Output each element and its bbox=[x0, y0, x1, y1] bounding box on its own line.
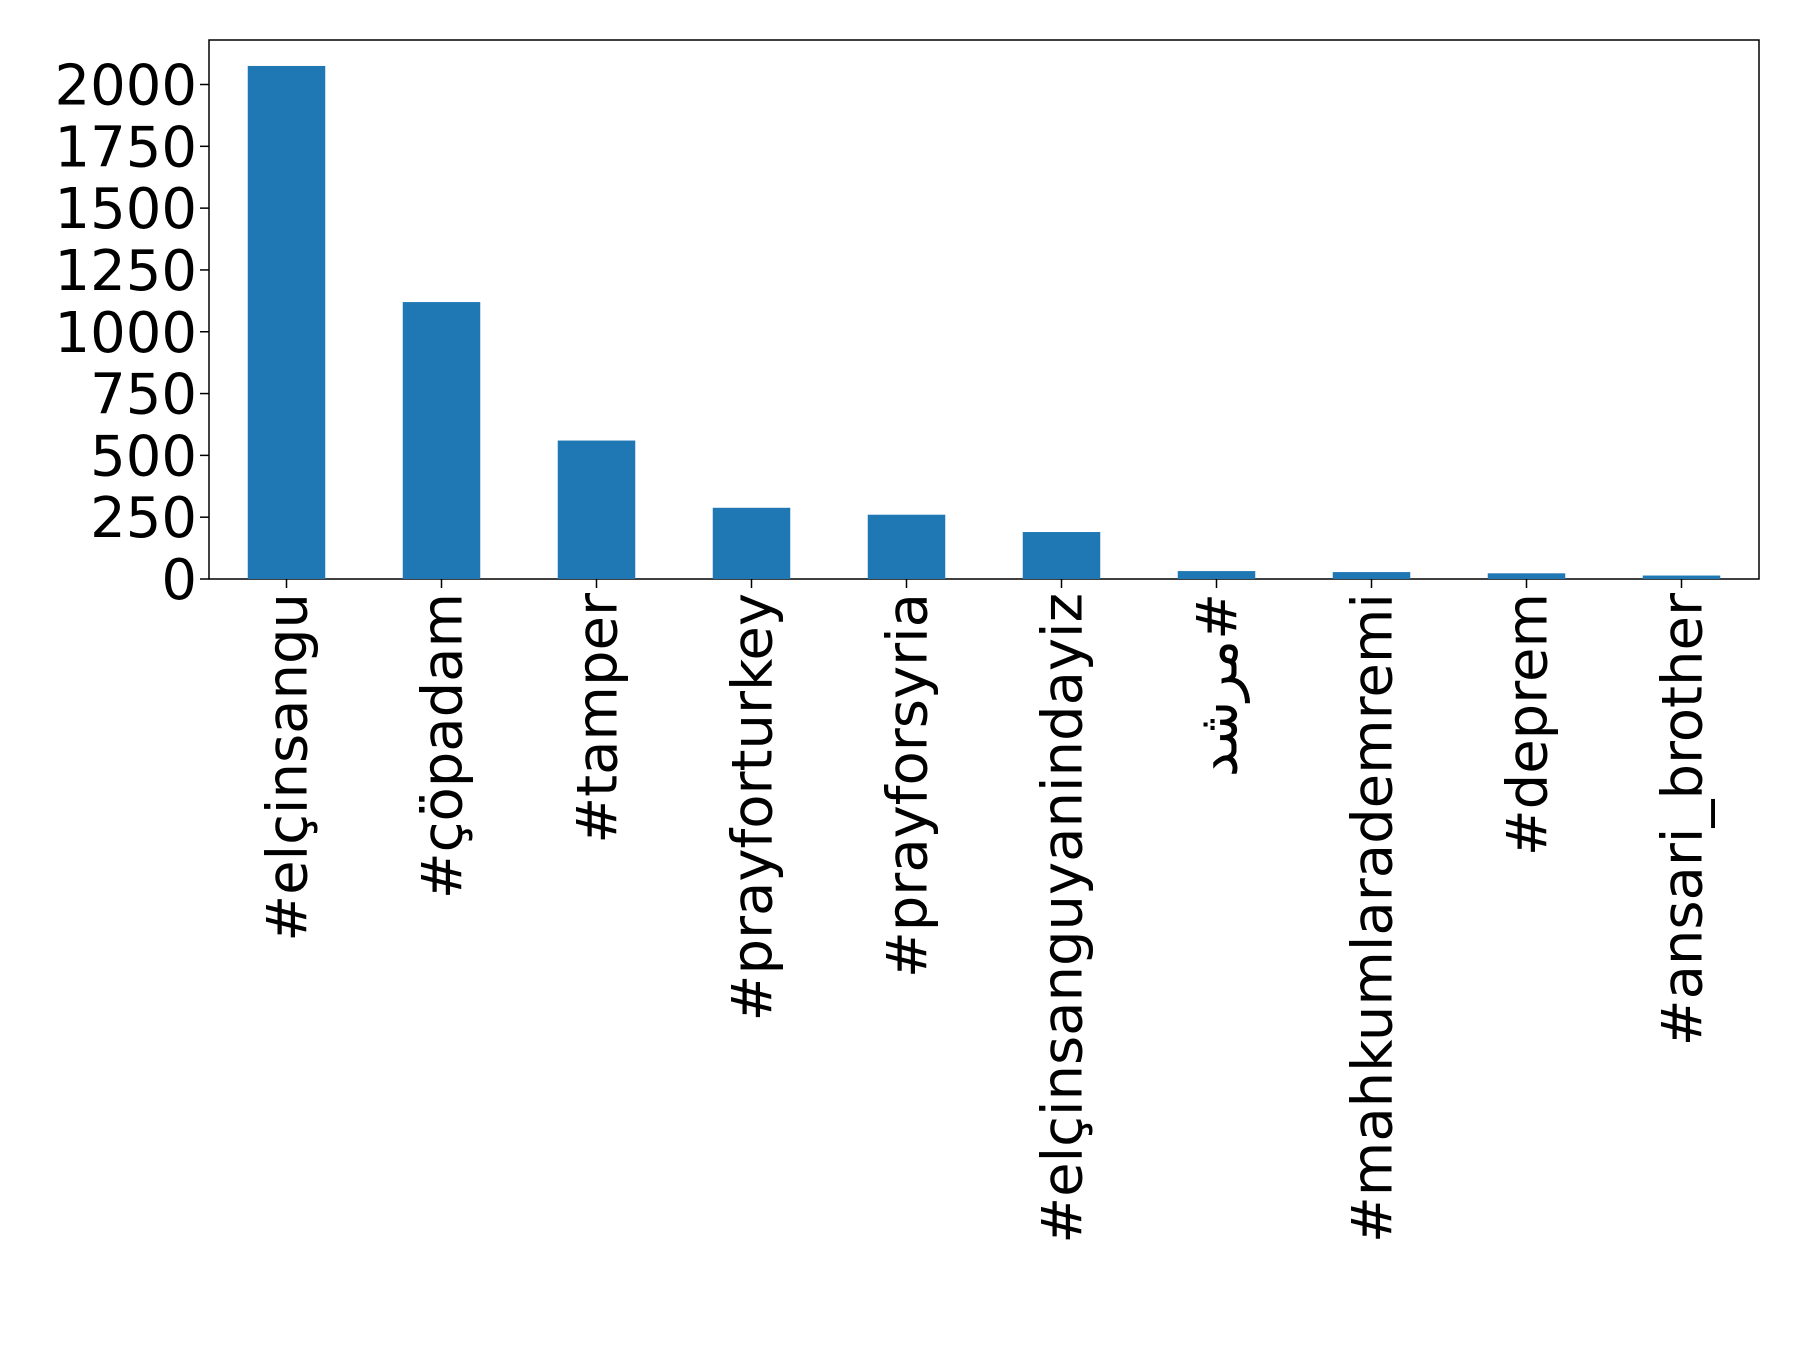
x-tick-label: #deprem bbox=[1496, 593, 1561, 856]
bar bbox=[247, 65, 326, 580]
y-tick-label: 0 bbox=[161, 548, 197, 613]
y-tick-label: 500 bbox=[90, 424, 197, 489]
bar bbox=[402, 302, 481, 579]
x-tick-label: #prayforsyria bbox=[876, 593, 941, 978]
y-tick-label: 1500 bbox=[54, 177, 197, 242]
x-tick-label: #mahkumlarademremi bbox=[1341, 593, 1406, 1243]
x-tick-label: #prayforturkey bbox=[721, 593, 786, 1021]
bar bbox=[557, 440, 636, 579]
y-tick-label: 2000 bbox=[54, 54, 197, 119]
x-tick-label: #çöpadam bbox=[411, 593, 476, 899]
bar bbox=[1487, 573, 1566, 579]
bar bbox=[1642, 575, 1721, 579]
x-tick-label: #مرشد bbox=[1186, 593, 1251, 777]
x-tick-label: #ansari_brother bbox=[1651, 592, 1716, 1046]
x-tick-label: #elçinsanguyanindayiz bbox=[1031, 593, 1096, 1244]
y-tick-label: 750 bbox=[90, 363, 197, 428]
bar bbox=[1177, 571, 1256, 579]
bar bbox=[867, 514, 946, 579]
y-tick-label: 1000 bbox=[54, 301, 197, 366]
bar bbox=[1022, 532, 1101, 579]
y-tick-label: 250 bbox=[90, 486, 197, 551]
x-tick-label: #elçinsangu bbox=[256, 593, 321, 942]
x-tick-label: #tamper bbox=[566, 592, 631, 844]
plot-frame bbox=[208, 39, 1760, 580]
y-tick-label: 1250 bbox=[54, 239, 197, 304]
bar bbox=[1332, 572, 1411, 579]
bar bbox=[712, 507, 791, 579]
y-tick-label: 1750 bbox=[54, 115, 197, 180]
